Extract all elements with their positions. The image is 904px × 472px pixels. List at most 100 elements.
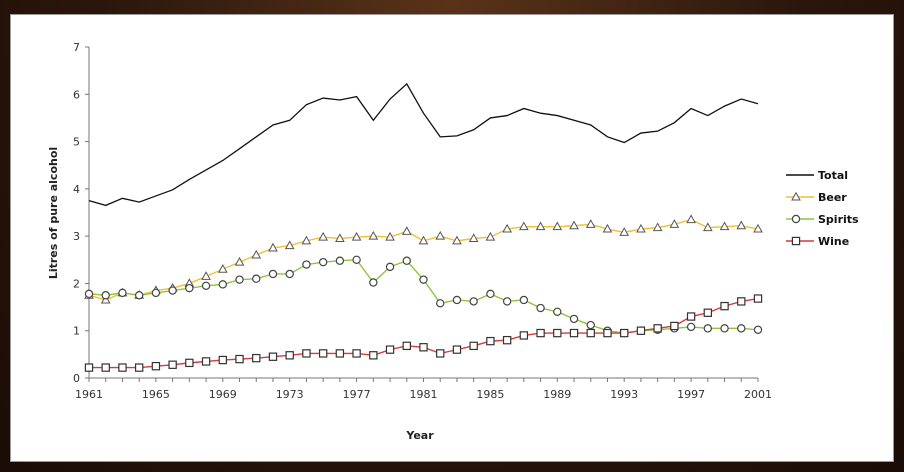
beer-point — [569, 220, 579, 230]
legend-spirits-label: Spirits — [818, 213, 859, 226]
beer-point — [418, 235, 429, 245]
legend: Total Beer Spirits Wine — [786, 169, 859, 248]
spirits-point — [703, 324, 713, 333]
beer-point — [791, 191, 801, 201]
spirits-point — [737, 324, 746, 333]
spirits-point — [268, 269, 278, 279]
wine-point — [369, 351, 378, 360]
spirits-point — [84, 289, 94, 299]
wine-point — [185, 358, 194, 368]
y-tick-label: 0 — [73, 372, 80, 385]
y-tick-label: 7 — [73, 41, 80, 54]
beer-point — [351, 231, 362, 241]
spirits-point — [720, 324, 729, 333]
legend-beer-label: Beer — [818, 191, 847, 204]
wine-point — [486, 336, 495, 346]
spirits-point — [486, 289, 495, 299]
beer-point — [468, 233, 479, 243]
total-line — [88, 82, 759, 207]
beer-point — [318, 231, 328, 241]
beer-point — [385, 231, 395, 241]
beer-point — [736, 220, 747, 230]
x-tick-label: 1965 — [142, 388, 170, 401]
spirits-point — [519, 295, 529, 305]
wine-point — [218, 355, 227, 365]
y-tick-label: 3 — [73, 230, 80, 243]
beer-point — [435, 230, 446, 240]
x-tick-label: 1989 — [543, 388, 571, 401]
wine-point — [519, 331, 529, 340]
spirits-point — [419, 275, 428, 284]
spirits-point — [101, 291, 110, 300]
spirits-point — [402, 256, 411, 265]
beer-point — [519, 221, 529, 231]
beer-point — [686, 214, 696, 224]
x-tick-label: 1961 — [75, 388, 103, 401]
spirits-point — [302, 260, 311, 269]
x-tick-label: 1993 — [610, 388, 638, 401]
chart-frame: 0 1 2 3 4 5 6 7 1961 1965 1969 1973 1977 1981 1985 1989… — [10, 14, 894, 462]
beer-point — [301, 235, 312, 245]
spirits-point — [285, 269, 294, 279]
x-tick-label: 1997 — [677, 388, 705, 401]
spirits-point — [201, 281, 211, 290]
wine-point — [619, 328, 629, 338]
beer-point — [485, 231, 496, 241]
spirits-point — [753, 325, 763, 334]
beer-point — [602, 223, 613, 233]
spirits-point — [536, 303, 545, 313]
wine-point — [235, 354, 244, 364]
wine-point — [335, 349, 345, 358]
spirits-line — [88, 259, 759, 334]
beer-point — [502, 223, 512, 233]
wine-point — [419, 343, 428, 352]
wine-point — [553, 328, 562, 338]
beer-point — [251, 249, 262, 259]
wine-point — [502, 335, 512, 345]
beer-point — [401, 226, 412, 235]
beer-point — [636, 223, 646, 233]
beer-point — [585, 219, 596, 228]
spirits-point — [235, 275, 244, 284]
legend-total-label: Total — [818, 169, 848, 182]
spirits-point — [335, 256, 345, 265]
beer-point — [368, 230, 379, 240]
beer-point — [268, 242, 278, 252]
wine-point — [151, 361, 161, 371]
wine-point — [653, 324, 662, 333]
spirits-point — [385, 262, 395, 272]
wine-point — [569, 328, 579, 338]
total-series — [88, 82, 759, 207]
wine-point — [118, 363, 127, 372]
wine-point — [201, 357, 211, 366]
line-chart: 0 1 2 3 4 5 6 7 1961 1965 1969 1973 1977 1981 1985 1989… — [47, 41, 859, 442]
spirits-point — [252, 274, 261, 283]
spirits-point — [134, 291, 144, 300]
spirits-point — [436, 299, 445, 308]
wine-point — [703, 308, 713, 317]
beer-point — [284, 240, 295, 250]
spirits-point — [369, 278, 378, 287]
wine-point — [268, 352, 278, 361]
beer-point — [753, 223, 763, 233]
y-tick-label: 1 — [73, 325, 80, 338]
beer-series — [84, 214, 763, 304]
series-layer — [84, 82, 763, 372]
y-axis-label: Litres of pure alcohol — [47, 147, 60, 279]
wine-point — [791, 236, 801, 246]
wine-point — [753, 294, 763, 303]
spirits-point — [553, 307, 562, 316]
x-tick-label: 2001 — [744, 388, 772, 401]
wine-point — [385, 345, 395, 354]
wine-point — [603, 328, 612, 338]
spirits-point — [586, 320, 595, 330]
wine-point — [452, 345, 462, 354]
beer-point — [652, 222, 663, 232]
wine-point — [536, 328, 545, 338]
spirits-point — [452, 295, 462, 305]
spirits-point — [502, 297, 512, 306]
wine-point — [436, 349, 445, 358]
spirits-point — [569, 314, 579, 324]
wine-point — [352, 349, 361, 358]
x-tick-label: 1973 — [276, 388, 304, 401]
